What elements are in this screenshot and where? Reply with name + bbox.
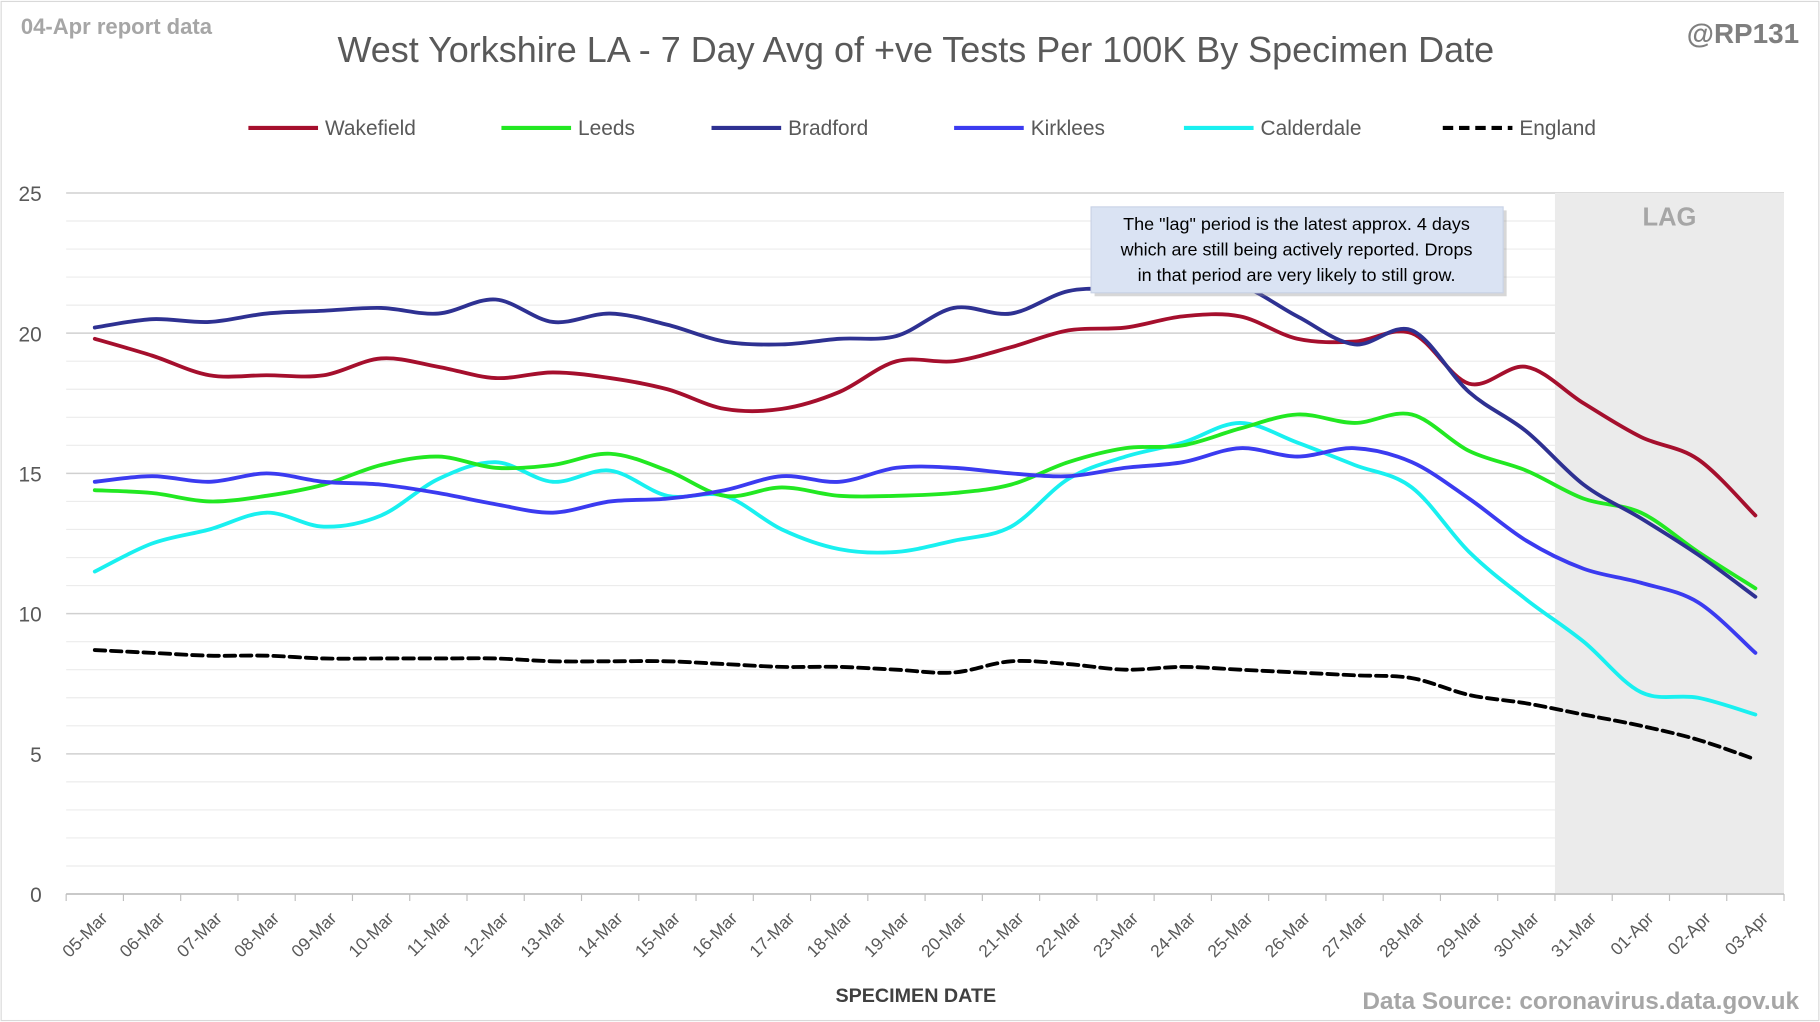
annotation-line: in that period are very likely to still … [1138,265,1456,285]
data-source: Data Source: coronavirus.data.gov.uk [1362,988,1799,1015]
y-tick-label: 20 [19,323,42,346]
series-line-kirklees [92,446,1758,655]
annotation-line: which are still being actively reported.… [1120,240,1473,260]
y-tick-label: 5 [30,744,42,767]
lag-label: LAG [1643,203,1697,231]
annotation-box: The "lag" period is the latest approx. 4… [1090,206,1507,297]
legend-item-bradford: Bradford [711,117,868,140]
y-tick-label: 15 [19,464,42,487]
legend-label: Wakefield [325,117,416,140]
handle: @RP131 [1687,18,1799,49]
legend-item-england: England [1442,117,1596,140]
y-tick-label: 25 [19,183,42,206]
series-line-england [92,648,1758,762]
legend-label: Kirklees [1031,117,1105,140]
chart-title: West Yorkshire LA - 7 Day Avg of +ve Tes… [337,29,1494,70]
series-line-bradford [92,279,1758,599]
y-tick-label: 0 [30,884,42,907]
legend-label: Bradford [788,117,868,140]
series-line-wakefield [92,312,1758,518]
legend-item-leeds: Leeds [501,117,635,140]
y-axis: 0 5 10 15 20 25 [19,183,42,907]
legend: Wakefield Leeds Bradford Kirklees Calderdale… [248,117,1596,140]
y-tick-label: 10 [19,604,42,627]
series-line-leeds [92,411,1758,591]
legend-item-wakefield: Wakefield [248,117,416,140]
series-lines [92,279,1758,762]
annotation-line: The "lag" period is the latest approx. 4… [1123,214,1470,234]
x-axis-title: SPECIMEN DATE [835,985,996,1007]
legend-item-kirklees: Kirklees [954,117,1105,140]
series-line-calderdale [92,421,1758,717]
legend-label: England [1519,117,1596,140]
lag-region [1554,192,1785,895]
legend-item-calderdale: Calderdale [1183,117,1362,140]
legend-label: Calderdale [1261,117,1362,140]
report-label: 04-Apr report data [21,14,213,39]
legend-label: Leeds [578,117,635,140]
